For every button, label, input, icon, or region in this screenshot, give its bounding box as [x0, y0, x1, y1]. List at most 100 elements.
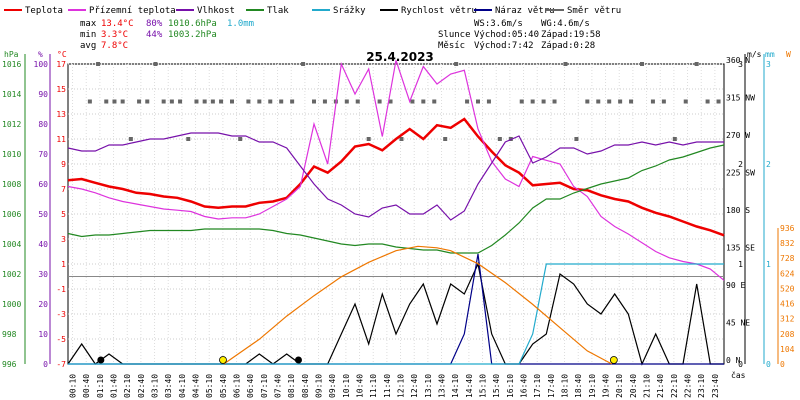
info-moon-label: Měsíc: [438, 41, 465, 51]
wind-direction-point: [661, 99, 666, 104]
x-tick-label: 20:40: [629, 374, 638, 398]
wind-direction-point: [230, 99, 234, 104]
wind-axis-unit: m/s: [747, 50, 762, 59]
wind-direction-point: [120, 99, 125, 104]
temperature-tick-label: 13: [56, 110, 66, 119]
wind-direction-point: [618, 99, 623, 104]
pressure-tick-label: 1006: [2, 210, 21, 219]
stat-min-temp: 3.3°C: [101, 30, 128, 40]
x-tick-label: 17:40: [547, 374, 556, 398]
legend-label: Teplota: [25, 6, 63, 16]
humidity-tick-label: 10: [38, 330, 48, 339]
x-tick-label: 17:10: [533, 374, 542, 398]
direction-tick-label: 135 SE: [726, 244, 755, 253]
wind-direction-point: [87, 99, 92, 104]
info-sun-label: Slunce: [438, 30, 471, 40]
stat-min-press: 1003.2hPa: [168, 30, 217, 40]
wind-direction-point: [541, 99, 546, 104]
x-tick-label: 14:40: [465, 374, 474, 398]
x-tick-label: 00:10: [69, 374, 78, 398]
x-tick-label: 14:10: [451, 374, 460, 398]
wind-direction-point: [153, 62, 158, 66]
wind-tick-label: 2: [738, 160, 743, 169]
pressure-tick-label: 1004: [2, 240, 21, 249]
legend-label: Srážky: [333, 6, 366, 16]
pressure-tick-label: 1000: [2, 300, 21, 309]
humidity-tick-label: 90: [38, 90, 48, 99]
wind-direction-point: [421, 99, 426, 104]
temperature-tick-label: 11: [56, 135, 66, 144]
x-tick-label: 22:40: [684, 374, 693, 398]
axes: 00:10 00:40 01:10 01:40 02:10 02:40 03:10 03:40…: [2, 54, 795, 398]
x-tick-label: 12:40: [410, 374, 419, 398]
series-solar: [223, 245, 613, 365]
wind-direction-point: [219, 99, 224, 104]
wind-direction-point: [629, 99, 634, 104]
info-wg: WG:4.6m/s: [541, 19, 590, 29]
wind-direction-point: [640, 62, 644, 66]
wind-direction-point: [96, 62, 101, 66]
stat-avg-label: avg: [80, 41, 96, 51]
pressure-tick-label: 1012: [2, 120, 21, 129]
wind-direction-point: [161, 99, 166, 104]
legend: Teplota Přízemní teplota Vlhkost Tlak Srážky…: [4, 6, 621, 16]
temperature-tick-label: 7: [61, 185, 66, 194]
solar-tick-label: 208: [780, 330, 795, 339]
info-sunrise: Východ:05:40: [474, 30, 539, 40]
humidity-tick-label: 70: [38, 150, 48, 159]
rain-tick-label: 2: [766, 160, 771, 169]
temperature-tick-label: 3: [61, 235, 66, 244]
legend-label: Směr větru: [567, 6, 621, 16]
x-tick-label: 12:10: [397, 374, 406, 398]
temperature-tick-label: 17: [56, 60, 66, 69]
legend-label: Vlhkost: [197, 6, 235, 16]
plot-frame: [67, 63, 725, 365]
x-tick-label: 01:10: [96, 374, 105, 398]
sun-event-marker: [219, 356, 227, 364]
x-tick-label: 04:10: [178, 374, 187, 398]
pressure-tick-label: 1010: [2, 150, 21, 159]
rain-tick-label: 1: [766, 260, 771, 269]
wind-direction-point: [596, 99, 601, 104]
temperature-tick-label: -5: [56, 335, 66, 344]
wind-direction-point: [268, 99, 273, 104]
x-tick-label: 04:40: [192, 374, 201, 398]
wind-direction-point: [574, 137, 579, 141]
x-tick-label: 02:10: [123, 374, 132, 398]
wind-direction-point: [672, 137, 677, 141]
solar-tick-label: 0: [780, 360, 785, 369]
temperature-tick-label: -1: [56, 285, 66, 294]
humidity-tick-label: 0: [43, 360, 48, 369]
wind-direction-point: [530, 99, 535, 104]
x-tick-label: 11:10: [369, 374, 378, 398]
x-tick-label: 02:40: [137, 374, 146, 398]
x-axis-label: čas: [731, 370, 746, 380]
wind-direction-point: [432, 99, 437, 104]
wind-direction-point: [465, 99, 470, 104]
humidity-tick-label: 80: [38, 120, 48, 129]
x-tick-label: 18:40: [574, 374, 583, 398]
series-humidity: [67, 132, 724, 221]
x-tick-label: 20:10: [615, 374, 624, 398]
humidity-tick-label: 50: [38, 210, 48, 219]
stat-max-rain: 1.0mm: [227, 19, 254, 29]
x-tick-label: 08:10: [287, 374, 296, 398]
wind-direction-point: [366, 137, 371, 141]
x-tick-label: 01:40: [110, 374, 119, 398]
stat-avg-temp: 7.8°C: [101, 41, 128, 51]
info-moonset: Západ:0:28: [541, 41, 595, 51]
grid: [67, 63, 725, 365]
temperature-tick-label: 9: [61, 160, 66, 169]
x-tick-label: 13:40: [438, 374, 447, 398]
wind-direction-point: [210, 99, 215, 104]
wind-direction-point: [563, 62, 568, 66]
solar-tick-label: 520: [780, 284, 795, 293]
x-tick-label: 10:40: [356, 374, 365, 398]
stat-max-label: max: [80, 19, 97, 29]
rain-tick-label: 0: [766, 360, 771, 369]
wind-direction-point: [178, 99, 183, 104]
wind-direction-point: [355, 99, 360, 104]
direction-tick-label: 180 S: [726, 206, 750, 215]
temperature-tick-label: -3: [56, 310, 66, 319]
